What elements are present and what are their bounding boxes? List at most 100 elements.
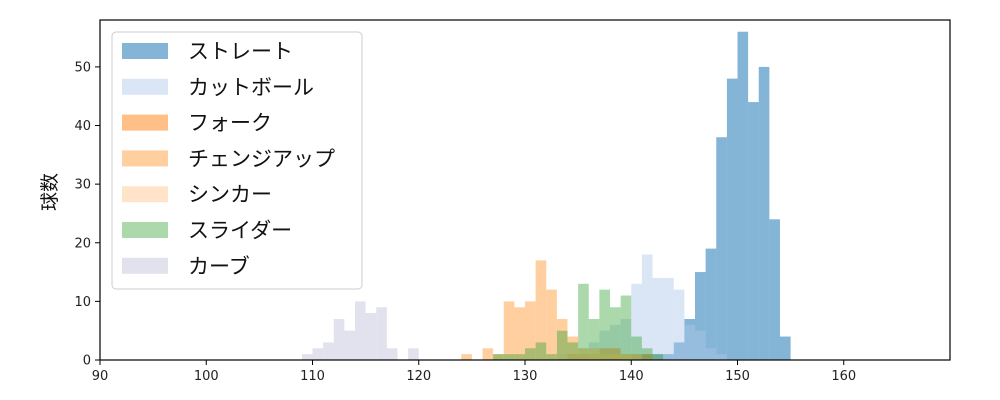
histogram-bar	[599, 330, 610, 360]
histogram-bar	[631, 336, 642, 360]
y-tick-label: 10	[74, 295, 91, 310]
histogram-bar	[588, 318, 600, 360]
legend-swatch	[122, 150, 168, 167]
y-tick-label: 30	[74, 178, 91, 193]
histogram-bar	[376, 307, 387, 360]
histogram-bar	[503, 301, 515, 360]
legend-swatch	[122, 78, 168, 95]
histogram-bar	[716, 354, 727, 360]
histogram-bar	[758, 66, 770, 361]
x-tick-label: 130	[513, 369, 538, 384]
histogram-bar	[493, 354, 504, 360]
histogram-bar	[588, 354, 600, 360]
histogram-bar	[641, 348, 653, 360]
histogram-bar	[578, 348, 589, 360]
x-tick-label: 140	[619, 369, 644, 384]
histogram-bar	[673, 342, 685, 360]
histogram-bar	[652, 277, 664, 360]
x-tick-label: 160	[831, 369, 856, 384]
histogram-bars	[301, 31, 791, 361]
histogram-bar	[556, 330, 568, 360]
histogram-bar	[748, 102, 759, 360]
x-tick-label: 100	[194, 369, 219, 384]
histogram-bar	[673, 289, 685, 360]
histogram-bar	[716, 137, 727, 360]
histogram-bar	[652, 354, 664, 360]
histogram-bar	[588, 348, 600, 360]
histogram-bar	[641, 254, 653, 360]
histogram-bar	[610, 324, 621, 360]
histogram-bar	[386, 348, 398, 360]
histogram-bar	[610, 354, 621, 360]
series-1	[641, 31, 791, 361]
histogram-bar	[684, 324, 695, 360]
histogram-bar	[620, 354, 632, 360]
y-axis-title: 球数	[39, 173, 61, 211]
histogram-bar	[514, 354, 525, 360]
histogram-bar	[599, 289, 610, 360]
x-tick-label: 90	[92, 369, 109, 384]
histogram-bar	[461, 354, 472, 360]
histogram-bar	[503, 354, 515, 360]
histogram-bar	[578, 283, 589, 360]
histogram-bar	[535, 342, 547, 360]
histogram-bar	[546, 289, 557, 360]
histogram-bar	[652, 354, 664, 360]
histogram-bar	[726, 78, 738, 360]
histogram-bar	[525, 301, 536, 360]
series-7	[301, 301, 419, 360]
legend-label: カットボール	[188, 75, 314, 99]
legend-label: シンカー	[188, 183, 272, 207]
legend-swatch	[122, 43, 168, 59]
histogram-bar	[514, 307, 525, 360]
legend-label: ストレート	[188, 40, 293, 64]
histogram-bar	[695, 330, 706, 360]
histogram-bar	[567, 342, 579, 360]
histogram-bar	[408, 348, 419, 360]
histogram-bar	[599, 354, 610, 360]
histogram-bar	[780, 336, 791, 360]
legend-label: スライダー	[188, 219, 292, 243]
histogram-bar	[301, 354, 313, 360]
x-tick-label: 110	[300, 369, 325, 384]
legend-label: カーブ	[188, 254, 250, 278]
histogram-bar	[556, 318, 568, 360]
x-tick-label: 150	[725, 369, 750, 384]
legend-label: フォーク	[188, 111, 272, 135]
histogram-bar	[546, 354, 557, 360]
histogram-bar	[344, 330, 355, 360]
y-tick-label: 40	[74, 119, 91, 134]
x-axis: 90 100 110 120 130 140 150 160	[92, 360, 856, 384]
histogram-bar	[610, 307, 621, 360]
legend-swatch	[122, 222, 168, 238]
y-tick-label: 0	[83, 354, 91, 369]
legend-label: チェンジアップ	[188, 147, 335, 171]
legend-swatch	[122, 257, 168, 274]
histogram-bar	[684, 318, 695, 360]
y-axis: 0 10 20 30 40 50	[74, 60, 100, 369]
histogram-bar	[535, 260, 547, 360]
legend-box	[111, 31, 363, 290]
histogram-bar	[620, 318, 632, 360]
histogram-bar	[493, 354, 504, 360]
histogram-bar	[355, 301, 366, 360]
histogram-bar	[482, 348, 494, 360]
legend-swatch	[122, 186, 168, 203]
histogram-bar	[567, 336, 579, 360]
histogram-bar	[663, 277, 674, 360]
series-6	[493, 283, 664, 360]
y-tick-label: 20	[74, 236, 91, 251]
histogram-bar	[620, 295, 632, 360]
histogram-bar	[769, 219, 780, 360]
histogram-bar	[333, 318, 345, 360]
histogram-bar	[663, 354, 674, 360]
histogram-bar	[525, 348, 536, 360]
series-5	[588, 354, 621, 360]
histogram-bar	[610, 354, 621, 360]
histogram-bar	[705, 248, 717, 360]
histogram-bar	[695, 272, 706, 360]
histogram-bar	[323, 342, 334, 360]
